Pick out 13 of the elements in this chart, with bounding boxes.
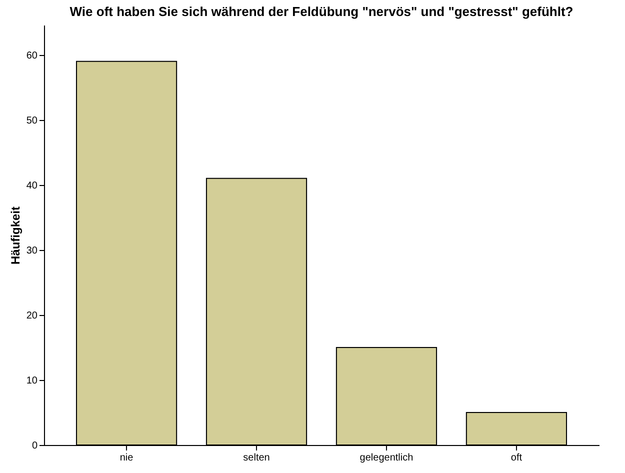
x-tick-label: nie <box>120 452 134 464</box>
chart-title: Wie oft haben Sie sich während der Feldübung "nervös" und "gestresst" gefühlt? <box>70 4 574 19</box>
x-tick-label: oft <box>510 452 522 464</box>
y-tick-label: 30 <box>26 245 38 256</box>
x-tick-label: selten <box>243 452 270 464</box>
y-tick-label: 40 <box>26 180 38 192</box>
y-tick-label: 50 <box>26 115 38 126</box>
x-tick-label: gelegentlich <box>360 452 414 464</box>
y-axis-title: Häufigkeit <box>8 206 22 265</box>
y-tick-label: 0 <box>32 440 38 452</box>
y-tick-label: 20 <box>26 310 38 322</box>
y-tick-label: 60 <box>26 50 38 62</box>
y-tick-label: 10 <box>26 375 38 386</box>
